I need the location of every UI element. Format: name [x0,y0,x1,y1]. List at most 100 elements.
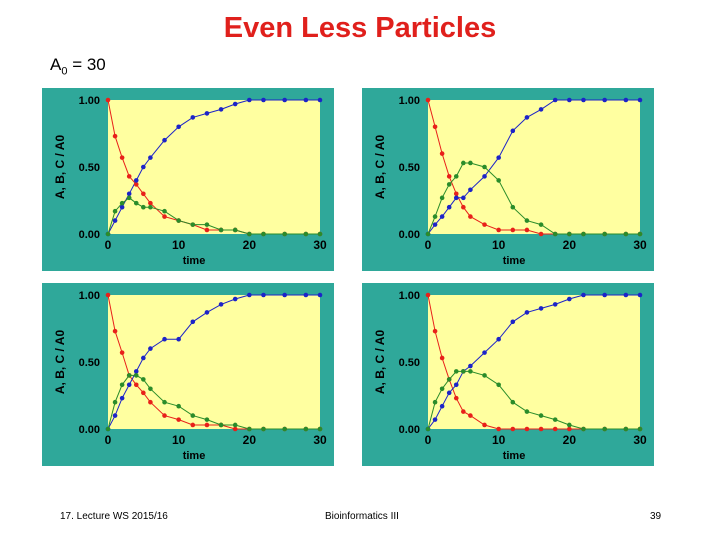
chart-svg-2: 0.00 0.50 1.00 0 10 20 30 time A, B, C / A0 [362,88,654,271]
data-point-A [538,426,544,432]
data-point-C [247,426,252,432]
data-point-C [162,399,167,405]
data-point-B [581,292,586,298]
data-point-A [119,350,125,355]
y-tick-label: 1.00 [79,290,100,302]
data-point-C [425,231,431,237]
data-point-B [623,97,629,103]
y-tick-label: 0.50 [399,357,420,369]
plot-area [428,295,640,429]
data-point-B [468,363,473,369]
data-point-C [524,218,530,223]
x-tick-label: 30 [633,433,647,447]
x-axis-label: time [503,255,526,267]
data-point-B [218,302,224,307]
x-tick-label: 0 [105,238,112,252]
data-point-C [524,409,530,414]
data-point-A [524,227,530,233]
data-point-A [133,382,139,388]
data-point-C [510,399,516,405]
data-point-C [446,377,452,382]
data-point-C [453,369,459,374]
data-point-B [581,97,586,103]
data-point-B [141,164,146,170]
initial-particle-count: A0 = 30 [50,55,106,77]
chart-svg-3: 0.00 0.50 1.00 0 10 20 30 time A, B, C / A0 [42,283,334,466]
data-point-B [602,292,607,298]
y-axis-label: A, B, C / A0 [53,135,67,200]
data-point-C [637,231,643,237]
x-tick-label: 20 [243,238,257,252]
data-point-A [204,422,210,428]
data-point-B [148,346,153,351]
data-point-B [510,128,516,134]
data-point-A [432,124,438,130]
data-point-A [510,227,516,233]
chart-svg-1: 0.00 0.50 1.00 0 10 20 30 time A, B, C / A0 [42,88,334,271]
data-point-A [446,174,452,179]
data-point-A [496,227,501,233]
data-point-B [453,195,459,201]
data-point-B [204,111,210,116]
data-point-B [538,107,544,112]
data-point-B [432,417,438,422]
x-tick-label: 10 [172,238,186,252]
data-point-C [133,373,139,378]
data-point-A [126,174,132,179]
data-point-C [567,422,572,428]
data-point-C [141,204,146,210]
x-tick-label: 10 [492,238,506,252]
data-point-B [538,306,544,311]
data-point-B [468,187,473,193]
x-axis-label: time [503,450,526,462]
data-point-B [303,292,309,298]
data-point-C [453,174,459,179]
data-point-A [510,426,516,432]
data-point-B [317,97,323,103]
data-point-A [432,328,438,334]
data-point-A [567,426,572,432]
data-point-C [317,426,323,432]
data-point-C [461,160,466,166]
data-point-A [453,191,459,197]
data-point-B [204,310,210,315]
data-point-B [637,97,643,103]
x-tick-label: 0 [105,433,112,447]
chart-panel-bottom-left: 0.00 0.50 1.00 0 10 20 30 time A, B, C / A0 [42,283,334,466]
data-point-B [133,369,139,374]
data-point-C [112,399,118,405]
chart-panel-bottom-right: 0.00 0.50 1.00 0 10 20 30 time A, B, C / A0 [362,283,654,466]
data-point-C [637,426,643,432]
data-point-A [141,390,146,396]
x-tick-label: 20 [243,433,257,447]
footer-lecture: 17. Lecture WS 2015/16 [60,511,168,522]
data-point-A [461,204,466,210]
data-point-C [261,231,266,237]
data-point-A [482,422,487,428]
y-tick-label: 0.50 [79,357,100,369]
data-point-A [439,151,445,156]
data-point-C [190,413,196,418]
data-point-A [439,355,445,361]
data-point-C [148,204,153,210]
data-point-B [176,336,181,342]
subtitle-subscript: 0 [61,65,68,78]
data-point-B [303,97,309,103]
data-point-B [432,222,438,227]
data-point-B [162,336,167,342]
data-point-B [112,218,118,223]
data-point-B [496,155,501,160]
y-tick-label: 1.00 [399,290,420,302]
data-point-A [461,409,466,414]
y-axis-label: A, B, C / A0 [373,135,387,200]
theory-curve-B [427,294,640,430]
data-point-A [425,292,431,298]
data-point-C [623,231,629,237]
data-point-C [190,222,196,227]
data-point-B [133,178,139,183]
theory-curve-C [427,162,640,235]
data-point-A [425,97,431,103]
data-point-B [552,97,558,103]
y-tick-label: 0.00 [399,424,420,436]
x-axis-label: time [183,450,206,462]
